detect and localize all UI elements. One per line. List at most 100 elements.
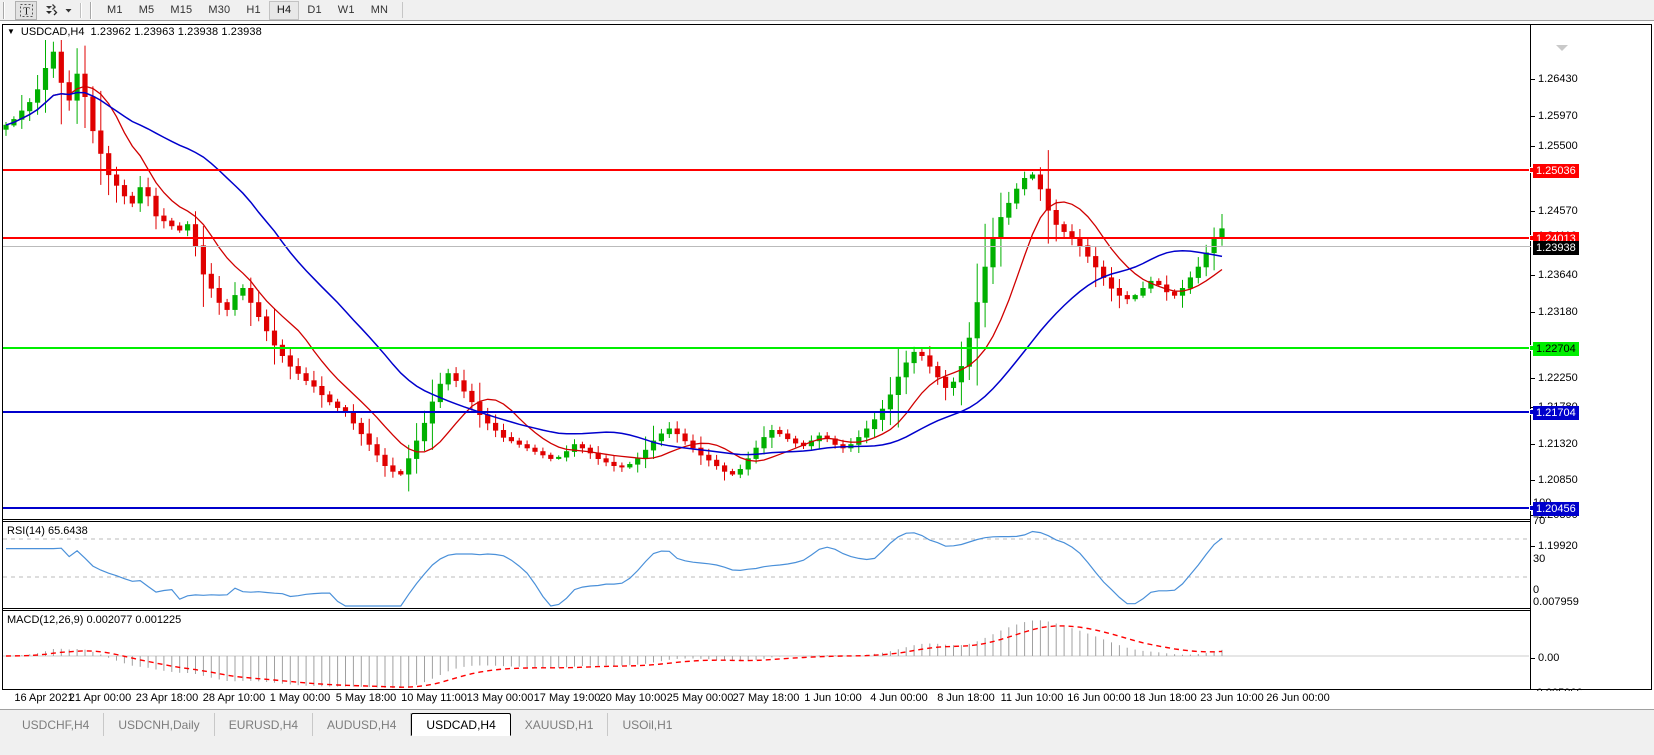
tab-audusd-h4[interactable]: AUDUSD,H4 bbox=[313, 713, 412, 736]
tab-usdcnh-daily[interactable]: USDCNH,Daily bbox=[104, 713, 215, 736]
price-tag-1-25036[interactable]: 1.25036 bbox=[1533, 164, 1579, 178]
crosshair-tool-icon[interactable] bbox=[40, 1, 62, 20]
price-scale-divider bbox=[1530, 24, 1531, 690]
rsi-tick: 70 bbox=[1533, 515, 1545, 527]
date-tick: 1 May 00:00 bbox=[269, 692, 331, 704]
price-tick: 1.22250 bbox=[1531, 372, 1578, 384]
price-tick: 1.23640 bbox=[1531, 269, 1578, 281]
timeframe-m15[interactable]: M15 bbox=[170, 4, 193, 16]
timeframe-grip[interactable] bbox=[89, 1, 95, 19]
date-tick: 10 May 11:00 bbox=[401, 692, 467, 704]
toolbar-grip[interactable] bbox=[2, 1, 8, 19]
rsi-tick: 30 bbox=[1533, 553, 1545, 565]
price-tick: 1.23180 bbox=[1531, 306, 1578, 318]
rsi-indicator-label: RSI(14) 65.6438 bbox=[7, 525, 88, 537]
timeframe-w1[interactable]: W1 bbox=[337, 4, 355, 16]
date-tick: 16 Jun 00:00 bbox=[1067, 692, 1131, 704]
date-tick: 28 Apr 10:00 bbox=[202, 692, 266, 704]
chart-symbol-header: ▼ USDCAD,H4 1.23962 1.23963 1.23938 1.23… bbox=[7, 26, 262, 38]
chart-scroll-indicator[interactable] bbox=[1556, 45, 1568, 51]
tab-xauusd-h1[interactable]: XAUUSD,H1 bbox=[511, 713, 609, 736]
level-line-1-25036[interactable] bbox=[3, 167, 1535, 173]
date-tick: 5 May 18:00 bbox=[335, 692, 397, 704]
chart-symbol-label: USDCAD,H4 bbox=[20, 26, 85, 38]
price-tick-label: 1.26430 bbox=[1538, 73, 1578, 85]
price-tick: 1.26430 bbox=[1531, 73, 1578, 85]
date-tick: 20 May 10:00 bbox=[599, 692, 667, 704]
date-tick: 8 Jun 18:00 bbox=[937, 692, 995, 704]
pane-divider-rsi-top bbox=[2, 519, 1530, 520]
timeframe-m5[interactable]: M5 bbox=[138, 4, 155, 16]
date-tick: 23 Jun 10:00 bbox=[1200, 692, 1264, 704]
date-tick: 17 May 19:00 bbox=[533, 692, 601, 704]
toolbar-separator bbox=[80, 2, 82, 18]
chart-menu-caret-icon[interactable]: ▼ bbox=[7, 27, 15, 36]
pane-divider-rsi-top-2 bbox=[2, 521, 1530, 522]
level-line-1-22704[interactable] bbox=[3, 345, 1535, 351]
macd-tick: 0.007959 bbox=[1533, 596, 1579, 608]
price-tick-label: 1.23180 bbox=[1538, 306, 1578, 318]
timeframe-h1[interactable]: H1 bbox=[246, 4, 261, 16]
price-chart-canvas bbox=[3, 40, 1529, 689]
level-line-1-21704[interactable] bbox=[3, 409, 1535, 415]
price-tick-label: 1.20850 bbox=[1538, 474, 1578, 486]
price-tick: 1.19920 bbox=[1531, 540, 1578, 552]
macd-indicator-label: MACD(12,26,9) 0.002077 0.001225 bbox=[7, 614, 182, 626]
pane-divider-macd-top bbox=[2, 608, 1530, 609]
timeframe-m1[interactable]: M1 bbox=[107, 4, 123, 16]
price-tick: 1.20850 bbox=[1531, 474, 1578, 486]
price-tick: 1.25500 bbox=[1531, 140, 1578, 152]
macd-tick-label: 0.00 bbox=[1538, 652, 1560, 664]
price-tick: 1.21320 bbox=[1531, 438, 1578, 450]
price-tag-1-20456[interactable]: 1.20456 bbox=[1533, 502, 1579, 516]
text-tool-icon[interactable]: T bbox=[15, 0, 37, 20]
date-tick: 16 Apr 2021 bbox=[14, 692, 74, 704]
date-tick: 11 Jun 10:00 bbox=[1000, 692, 1064, 704]
rsi-tick: 0 bbox=[1533, 584, 1539, 596]
rsi-tick-label: 70 bbox=[1533, 515, 1546, 527]
tab-usoil-h1[interactable]: USOil,H1 bbox=[622, 717, 673, 732]
price-tag-1-22704[interactable]: 1.22704 bbox=[1533, 342, 1579, 356]
tab-eurusd-h4[interactable]: EURUSD,H4 bbox=[215, 713, 314, 736]
date-tick: 25 May 00:00 bbox=[666, 692, 734, 704]
date-tick: 18 Jun 18:00 bbox=[1133, 692, 1197, 704]
tab-usdcad-h4[interactable]: USDCAD,H4 bbox=[411, 713, 511, 736]
date-tick: 23 Apr 18:00 bbox=[135, 692, 199, 704]
level-line-1-20456[interactable] bbox=[3, 505, 1535, 511]
price-tick: 1.25970 bbox=[1531, 110, 1578, 122]
timeframe-d1[interactable]: D1 bbox=[307, 4, 322, 16]
rsi-tick-label: 0 bbox=[1533, 584, 1540, 596]
pane-divider-macd-top-2 bbox=[2, 610, 1530, 611]
chart-tab-bar: USDCHF,H4 USDCNH,Daily EURUSD,H4 AUDUSD,… bbox=[0, 709, 1654, 755]
timeframe-mn[interactable]: MN bbox=[370, 4, 389, 16]
price-tick-label: 1.25500 bbox=[1538, 140, 1578, 152]
chart-ohlc-values: 1.23962 1.23963 1.23938 1.23938 bbox=[90, 26, 262, 38]
svg-text:T: T bbox=[23, 5, 30, 17]
main-toolbar: T M1 M5 M15 M30 H1 H4 D1 W1 MN bbox=[0, 0, 1654, 21]
price-tick-label: 1.22250 bbox=[1538, 372, 1578, 384]
macd-tick: 0.00 bbox=[1531, 652, 1559, 664]
timeframe-bar: M1 M5 M15 M30 H1 H4 D1 W1 MN bbox=[99, 0, 396, 21]
tab-usdchf-h4[interactable]: USDCHF,H4 bbox=[8, 713, 105, 736]
price-tick-label: 1.23640 bbox=[1538, 269, 1578, 281]
price-tag-1-21704[interactable]: 1.21704 bbox=[1533, 406, 1579, 420]
date-tick: 26 Jun 00:00 bbox=[1266, 692, 1330, 704]
timeframe-m30[interactable]: M30 bbox=[208, 4, 231, 16]
date-tick: 21 Apr 00:00 bbox=[68, 692, 132, 704]
chart-area[interactable]: ▼ USDCAD,H4 1.23962 1.23963 1.23938 1.23… bbox=[0, 21, 1654, 699]
level-line-1-24013[interactable] bbox=[3, 235, 1535, 241]
price-tick-label: 1.25970 bbox=[1538, 110, 1578, 122]
chevron-down-icon[interactable] bbox=[62, 1, 75, 20]
price-tick-label: 1.19920 bbox=[1538, 540, 1578, 552]
date-tick: 4 Jun 00:00 bbox=[870, 692, 928, 704]
price-tick-label: 1.21320 bbox=[1538, 438, 1578, 450]
macd-tick-label: 0.007959 bbox=[1533, 596, 1579, 608]
rsi-tick-label: 30 bbox=[1533, 553, 1546, 565]
timeframe-h4[interactable]: H4 bbox=[268, 0, 300, 20]
price-scale[interactable]: 1.26430 1.25970 1.25500 1.24570 1.24110 … bbox=[1531, 24, 1652, 699]
current-price-line bbox=[3, 246, 1531, 247]
date-tick: 27 May 18:00 bbox=[732, 692, 800, 704]
time-scale[interactable]: 16 Apr 2021 21 Apr 00:00 23 Apr 18:00 28… bbox=[0, 691, 1654, 709]
toolbar-end-separator bbox=[402, 2, 404, 18]
